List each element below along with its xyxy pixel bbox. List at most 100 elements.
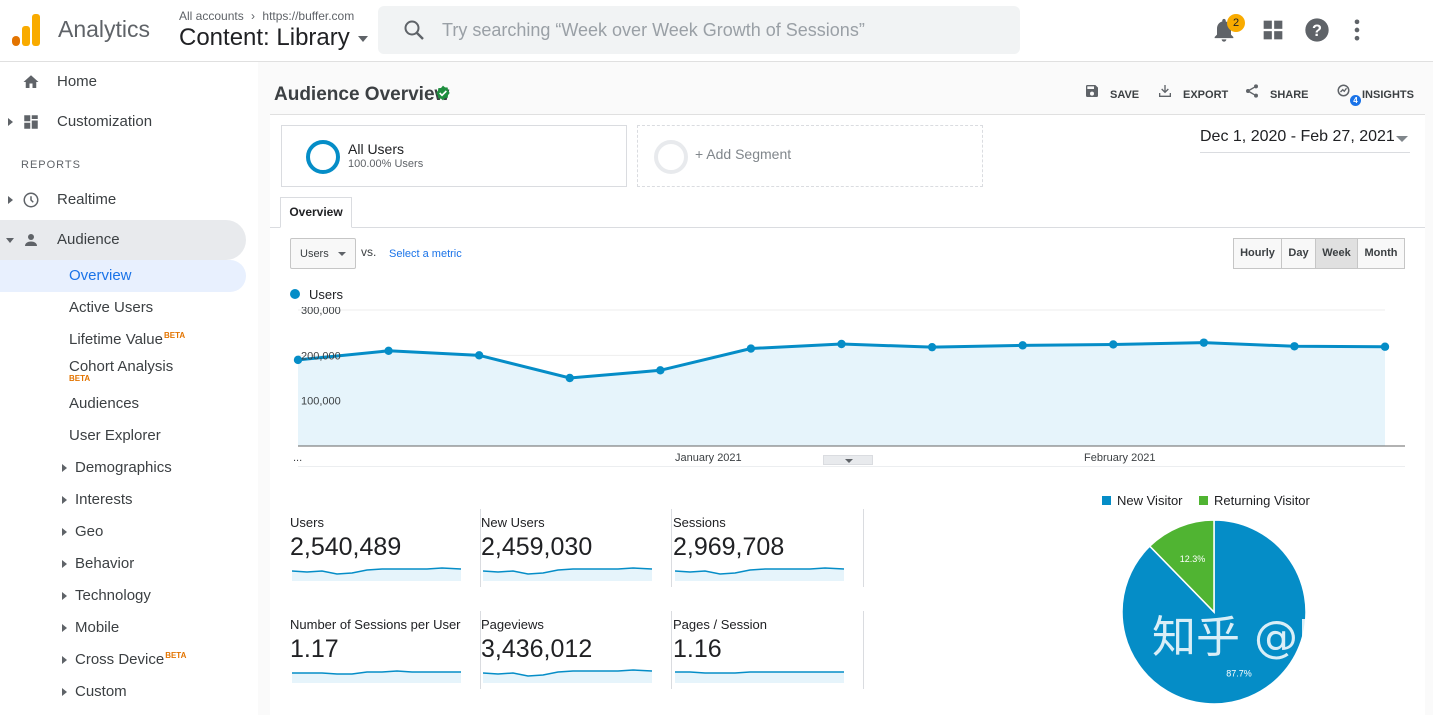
apps-grid-icon[interactable] <box>1259 16 1287 44</box>
dashboard-icon <box>24 115 38 129</box>
chart-point[interactable] <box>1199 338 1209 347</box>
sidebar-subitem-geo[interactable]: Geo <box>0 516 246 548</box>
select-metric-link[interactable]: Select a metric <box>389 248 462 260</box>
sidebar-subitem-mobile[interactable]: Mobile <box>0 612 246 644</box>
chart-y-tick-label: 200,000 <box>301 350 341 362</box>
add-segment-button[interactable]: + Add Segment <box>637 125 983 187</box>
sidebar-subitem-cohort-analysis[interactable]: Cohort Analysis BETA <box>0 352 246 388</box>
reports-header: REPORTS <box>21 159 81 171</box>
sidebar-subitem-cross-device[interactable]: Cross DeviceBETA <box>0 644 246 676</box>
stat-label: Number of Sessions per User <box>290 617 461 632</box>
sidebar-subitem-interests[interactable]: Interests <box>0 484 246 516</box>
sidebar-subitem-label: Lifetime Value <box>69 331 163 348</box>
view-selector[interactable]: Content: Library <box>179 24 368 52</box>
watermark: 知乎 @hugo <box>1152 612 1312 663</box>
sidebar-subitem-technology[interactable]: Technology <box>0 580 246 612</box>
search-bar[interactable] <box>378 6 1020 54</box>
metric-select-value: Users <box>300 248 329 260</box>
sidebar-subitem-behavior[interactable]: Behavior <box>0 548 246 580</box>
sidebar-subitem-active-users[interactable]: Active Users <box>0 292 246 324</box>
stat-sessions-per-user: Number of Sessions per User 1.17 <box>290 611 481 695</box>
chart-point[interactable] <box>384 346 393 355</box>
share-label: SHARE <box>1270 89 1309 101</box>
chart-point[interactable] <box>837 339 846 349</box>
chart-point[interactable] <box>656 366 665 375</box>
chart-point[interactable] <box>927 342 937 352</box>
help-icon[interactable]: ? <box>1303 16 1331 44</box>
granularity-week-button[interactable]: Week <box>1315 238 1358 269</box>
sidebar-subitem-overview[interactable]: Overview <box>0 260 246 292</box>
sidebar-item-customization[interactable]: Customization <box>0 102 246 142</box>
sidebar-subitem-audiences[interactable]: Audiences <box>0 388 246 420</box>
granularity-hourly-button[interactable]: Hourly <box>1233 238 1282 269</box>
granularity-month-button[interactable]: Month <box>1357 238 1405 269</box>
stat-value: 2,540,489 <box>290 533 402 561</box>
chart-point[interactable] <box>746 344 756 353</box>
stat-value: 1.17 <box>290 635 339 663</box>
tab-overview[interactable]: Overview <box>280 197 352 228</box>
account-breadcrumb[interactable]: All accounts › https://buffer.com <box>179 9 355 23</box>
notification-badge: 2 <box>1227 14 1245 32</box>
stat-label: Pageviews <box>481 617 544 632</box>
stat-divider <box>480 611 481 689</box>
legend-label: Returning Visitor <box>1214 493 1310 508</box>
save-label: SAVE <box>1110 89 1140 101</box>
vs-label: vs. <box>361 245 377 259</box>
property-crumb[interactable]: https://buffer.com <box>262 9 355 23</box>
chart-point[interactable] <box>1380 342 1390 351</box>
chart-point[interactable] <box>1109 340 1118 349</box>
pie-slice[interactable] <box>1148 519 1215 614</box>
stat-divider <box>671 509 672 587</box>
sidebar-subitem-label: Audiences <box>69 395 140 412</box>
expand-arrow-icon <box>62 656 67 664</box>
stat-users: Users 2,540,489 <box>290 509 481 593</box>
sidebar-item-realtime[interactable]: Realtime <box>0 180 246 220</box>
search-input[interactable] <box>442 18 1002 42</box>
chart-point[interactable] <box>565 373 574 383</box>
insights-icon <box>1337 84 1350 97</box>
segment-percent: 100.00% Users <box>348 158 424 170</box>
account-crumb[interactable]: All accounts <box>179 9 244 23</box>
segment-all-users[interactable]: All Users 100.00% Users <box>281 125 627 187</box>
expand-arrow-icon <box>8 118 13 126</box>
chart-point[interactable] <box>1290 342 1299 351</box>
sidebar-subitem-user-explorer[interactable]: User Explorer <box>0 420 246 452</box>
stat-label: Sessions <box>673 515 726 530</box>
tab-divider <box>270 227 1425 228</box>
chevron-down-icon <box>338 252 346 256</box>
sidebar-subitem-label: Mobile <box>75 619 120 636</box>
analytics-logo-icon[interactable] <box>12 14 40 46</box>
sidebar-item-label: Realtime <box>57 191 117 208</box>
segment-ring-icon <box>306 140 340 174</box>
chart-point[interactable] <box>474 351 484 360</box>
sidebar-subitem-label-wrap: Cross DeviceBETA <box>75 651 186 668</box>
expand-arrow-icon <box>62 688 67 696</box>
sidebar-item-home[interactable]: Home <box>0 62 246 102</box>
sidebar-subitem-custom[interactable]: Custom <box>0 676 246 708</box>
pie-legend-new-visitor: New Visitor <box>1102 493 1183 508</box>
legend-swatch <box>1102 496 1111 505</box>
sidebar-subitem-demographics[interactable]: Demographics <box>0 452 246 484</box>
chart-point[interactable] <box>1018 341 1027 350</box>
sidebar-subitem-lifetime-value[interactable]: Lifetime ValueBETA <box>0 324 246 356</box>
stat-divider <box>671 611 672 689</box>
share-icon <box>1246 84 1258 98</box>
chart-point[interactable] <box>293 355 303 365</box>
chart-x-tick-label: February 2021 <box>1084 452 1156 464</box>
date-range-picker[interactable]: Dec 1, 2020 - Feb 27, 2021 <box>1200 128 1410 153</box>
metric-select[interactable]: Users <box>290 238 356 269</box>
sidebar-item-audience[interactable]: Audience <box>0 220 246 260</box>
series-legend-swatch <box>290 289 300 299</box>
stat-label: Pages / Session <box>673 617 767 632</box>
stat-value: 2,459,030 <box>481 533 593 561</box>
beta-badge: BETA <box>69 374 91 383</box>
report-panel: All Users 100.00% Users + Add Segment De… <box>270 114 1425 715</box>
app-name: Analytics <box>58 16 151 42</box>
stat-divider <box>863 509 864 587</box>
more-vert-icon[interactable] <box>1343 16 1371 44</box>
chart-resize-handle[interactable] <box>823 455 873 465</box>
date-range-label: Dec 1, 2020 - Feb 27, 2021 <box>1200 128 1395 145</box>
clock-icon <box>23 192 39 208</box>
sidebar-subitem-label: Demographics <box>75 459 172 476</box>
granularity-day-button[interactable]: Day <box>1281 238 1316 269</box>
